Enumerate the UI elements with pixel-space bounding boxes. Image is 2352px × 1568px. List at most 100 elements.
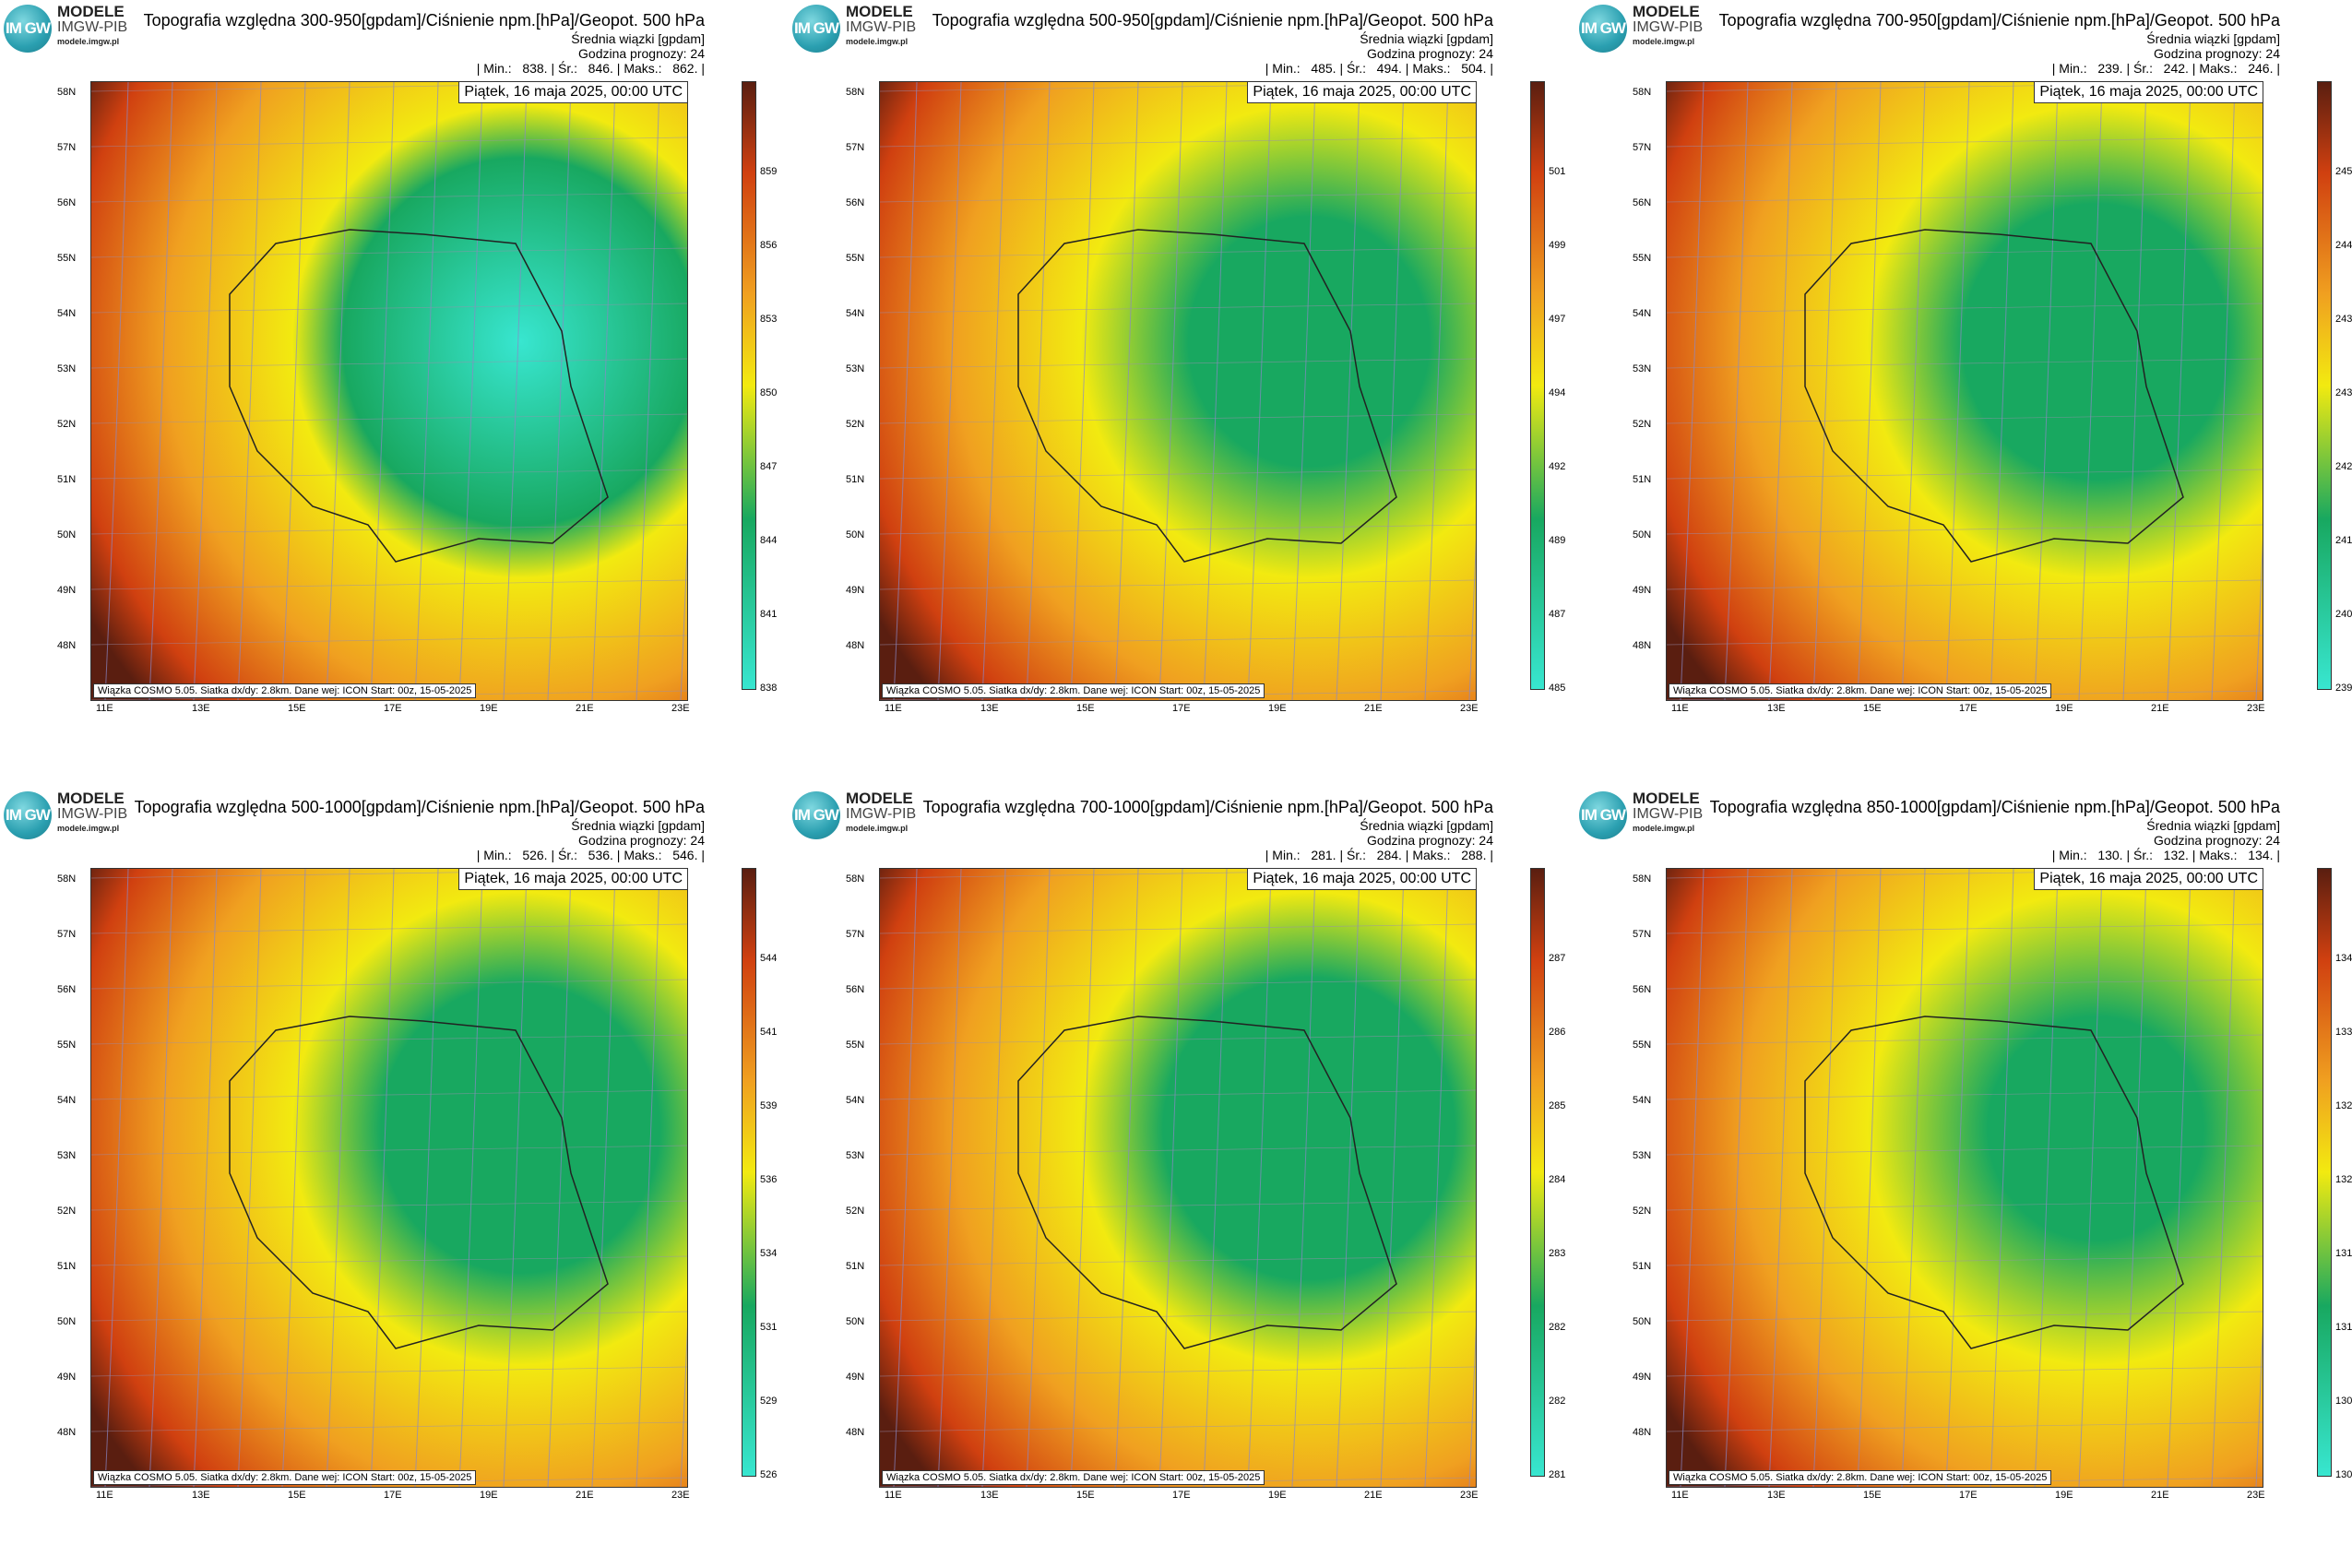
graticule-line bbox=[91, 1421, 687, 1432]
graticule-line bbox=[880, 1145, 1476, 1156]
lat-label: 52N bbox=[1633, 1206, 1652, 1217]
isobar-line bbox=[1945, 82, 1970, 700]
lat-label: 48N bbox=[1633, 640, 1652, 651]
isobar-line bbox=[326, 82, 350, 700]
lat-label: 52N bbox=[1633, 419, 1652, 430]
colorbar-tick: 287 bbox=[1549, 953, 1566, 964]
isobar-line bbox=[937, 869, 962, 1487]
lat-label: 48N bbox=[1633, 1427, 1652, 1438]
lat-label: 49N bbox=[846, 1372, 865, 1383]
lat-label: 54N bbox=[1633, 308, 1652, 319]
lat-label: 57N bbox=[1633, 929, 1652, 940]
lon-label: 11E bbox=[1671, 1490, 1689, 1501]
map-field bbox=[1667, 82, 2263, 700]
ensemble-label: Średnia wiązki [gpdam] bbox=[571, 31, 705, 46]
lat-label: 51N bbox=[1633, 474, 1652, 485]
colorbar-tick: 134 bbox=[2335, 953, 2352, 964]
graticule-line bbox=[1667, 192, 2263, 203]
graticule-line bbox=[1667, 1311, 2263, 1322]
lon-label: 19E bbox=[1268, 703, 1287, 714]
graticule-line bbox=[1667, 1145, 2263, 1156]
lon-label: 23E bbox=[1460, 703, 1479, 714]
colorbar-tick: 239 bbox=[2335, 683, 2352, 694]
lat-label: 50N bbox=[1633, 1316, 1652, 1327]
lon-label: 21E bbox=[2151, 1490, 2169, 1501]
colorbar-tick: 492 bbox=[1549, 461, 1566, 472]
field-fill bbox=[91, 869, 687, 1487]
lat-label: 51N bbox=[846, 474, 865, 485]
colorbar-tick: 243 bbox=[2335, 387, 2352, 398]
isobar-line bbox=[458, 869, 483, 1487]
isobar-line bbox=[2211, 82, 2236, 700]
isobar-line bbox=[1768, 869, 1793, 1487]
colorbar-tick: 130 bbox=[2335, 1469, 2352, 1480]
lat-label: 48N bbox=[846, 1427, 865, 1438]
brand-name: MODELE bbox=[57, 790, 125, 807]
isobar-line bbox=[1857, 869, 1882, 1487]
lat-label: 55N bbox=[57, 1039, 77, 1051]
isobar-line bbox=[1990, 82, 2014, 700]
isobar-line bbox=[104, 82, 129, 700]
isobar-line bbox=[547, 82, 572, 700]
lon-label: 21E bbox=[576, 1490, 594, 1501]
colorbar-tick: 841 bbox=[760, 609, 778, 620]
isobar-line bbox=[893, 82, 918, 700]
graticule-line bbox=[91, 1200, 687, 1211]
lon-label: 13E bbox=[980, 1490, 999, 1501]
colorbar bbox=[1530, 81, 1545, 690]
logo-text: IM GW bbox=[6, 19, 51, 37]
graticule-line bbox=[1667, 303, 2263, 314]
colorbar-tick: 285 bbox=[1549, 1100, 1566, 1111]
model-info: Wiązka COSMO 5.05. Siatka dx/dy: 2.8km. … bbox=[93, 1470, 477, 1485]
forecast-date: Piątek, 16 maja 2025, 00:00 UTC bbox=[1247, 869, 1476, 890]
logo-text: IM GW bbox=[6, 806, 51, 824]
lat-label: 57N bbox=[57, 142, 77, 153]
colorbar bbox=[1530, 868, 1545, 1477]
forecast-date: Piątek, 16 maja 2025, 00:00 UTC bbox=[458, 82, 687, 103]
forecast-date: Piątek, 16 maja 2025, 00:00 UTC bbox=[2034, 82, 2263, 103]
field-fill bbox=[880, 82, 1476, 700]
colorbar-tick: 133 bbox=[2335, 1027, 2352, 1038]
isobar-line bbox=[2167, 869, 2192, 1487]
lon-label: 17E bbox=[384, 1490, 402, 1501]
isobar-line bbox=[193, 869, 218, 1487]
isobar-line bbox=[1070, 82, 1095, 700]
forecast-panel: IM GW MODELE IMGW-PIB modele.imgw.pl Top… bbox=[789, 787, 1565, 1552]
lat-label: 52N bbox=[57, 419, 77, 430]
forecast-date: Piątek, 16 maja 2025, 00:00 UTC bbox=[1247, 82, 1476, 103]
lon-label: 13E bbox=[1767, 1490, 1786, 1501]
brand-name: MODELE bbox=[846, 790, 913, 807]
colorbar-tick: 242 bbox=[2335, 461, 2352, 472]
colorbar bbox=[2317, 81, 2332, 690]
forecast-hour: Godzina prognozy: 24 bbox=[2154, 46, 2280, 61]
isobar-line bbox=[1158, 82, 1183, 700]
lat-label: 55N bbox=[1633, 1039, 1652, 1051]
poland-border bbox=[1017, 229, 1397, 563]
lat-label: 49N bbox=[1633, 1372, 1652, 1383]
logo-text: IM GW bbox=[1581, 806, 1626, 824]
lon-label: 11E bbox=[885, 703, 902, 714]
isobar-line bbox=[680, 1324, 687, 1487]
isobar-line bbox=[1026, 869, 1051, 1487]
lat-label: 56N bbox=[1633, 197, 1652, 208]
graticule-line bbox=[880, 579, 1476, 590]
lat-label: 51N bbox=[57, 1261, 77, 1272]
graticule-line bbox=[91, 1089, 687, 1100]
colorbar-tick: 497 bbox=[1549, 314, 1566, 325]
lat-label: 52N bbox=[846, 419, 865, 430]
isobar-line bbox=[2211, 869, 2236, 1487]
lat-label: 56N bbox=[846, 197, 865, 208]
stats-line: | Min.: 281. | Śr.: 284. | Maks.: 288. | bbox=[1265, 848, 1493, 862]
colorbar-tick: 850 bbox=[760, 387, 778, 398]
isobar-line bbox=[1945, 869, 1970, 1487]
isobar-line bbox=[1203, 869, 1228, 1487]
brand-sub: IMGW-PIB bbox=[1633, 19, 1704, 35]
stats-line: | Min.: 526. | Śr.: 536. | Maks.: 546. | bbox=[476, 848, 705, 862]
brand-url: modele.imgw.pl bbox=[57, 824, 120, 833]
lat-label: 56N bbox=[57, 984, 77, 995]
lat-label: 53N bbox=[846, 1150, 865, 1161]
colorbar-tick: 853 bbox=[760, 314, 778, 325]
lon-label: 23E bbox=[2247, 703, 2265, 714]
lat-label: 53N bbox=[1633, 1150, 1652, 1161]
graticule-line bbox=[1667, 524, 2263, 535]
